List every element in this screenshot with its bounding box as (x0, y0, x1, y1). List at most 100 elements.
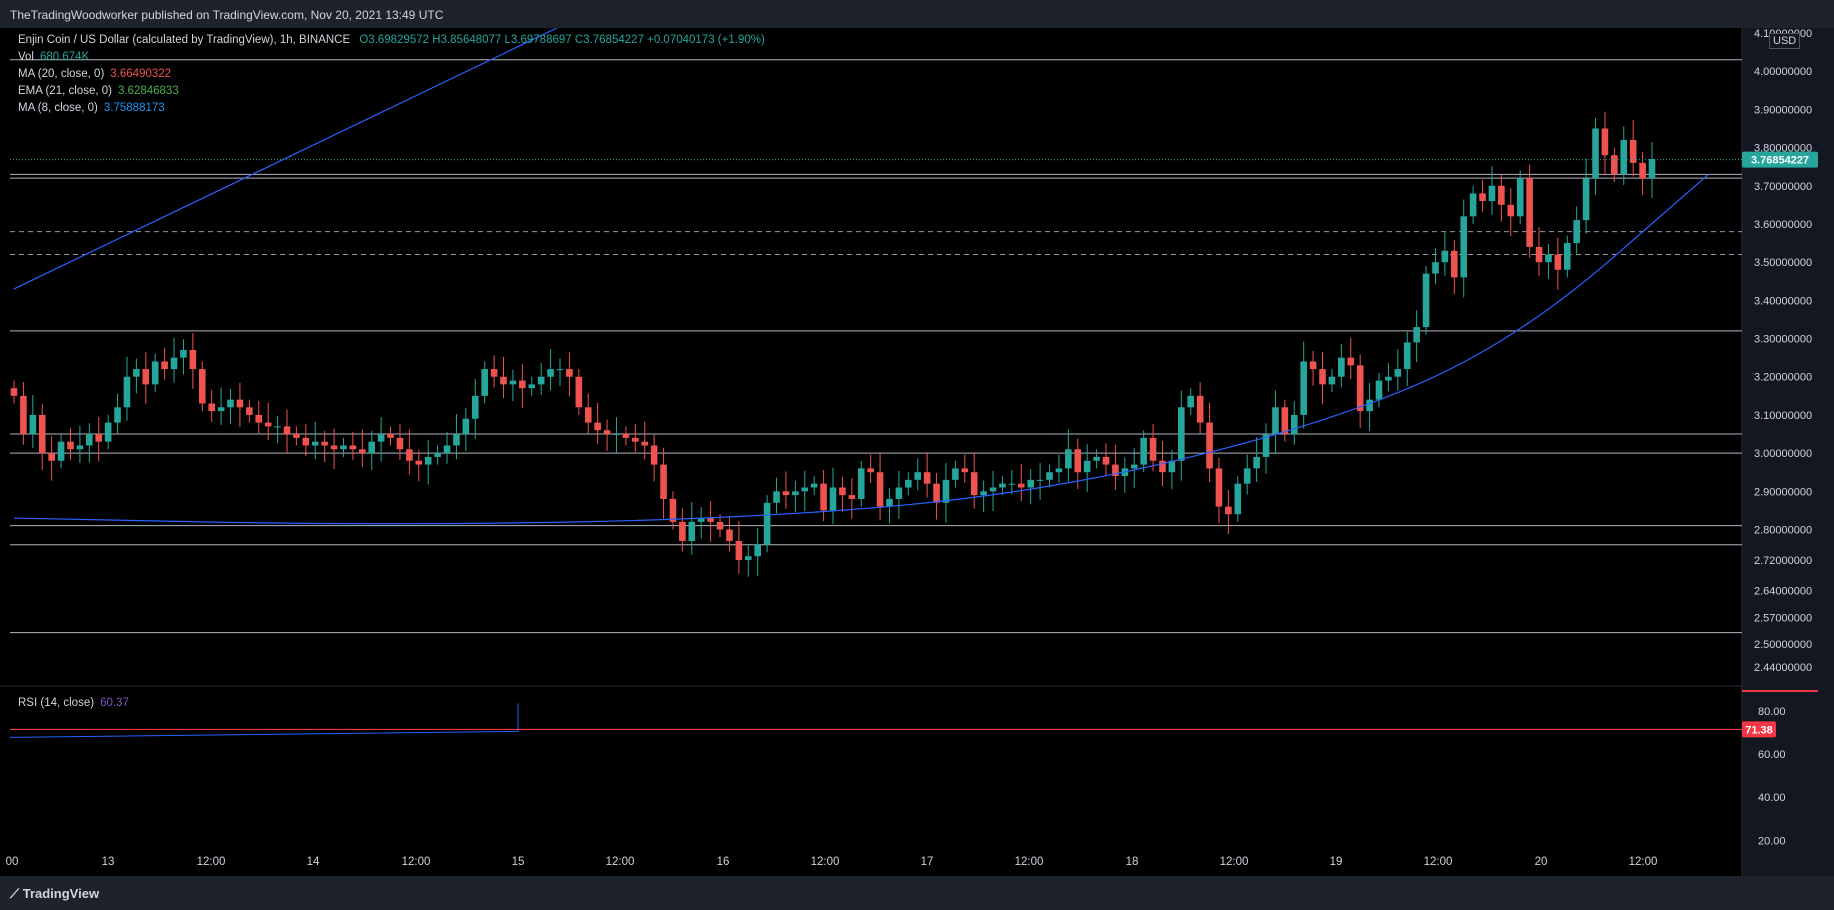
candle-body (923, 472, 931, 484)
candle-body (1168, 460, 1176, 473)
candle-body (67, 441, 74, 450)
candle-body (1225, 506, 1232, 515)
candle-body (867, 468, 874, 473)
price-axis-label: 2.57000000 (1754, 612, 1812, 624)
candle-body (773, 491, 780, 503)
candle-body (1187, 395, 1195, 408)
candle-body (462, 418, 470, 435)
candle-body (1366, 399, 1373, 412)
footer-bar: ⟋ TradingView (0, 876, 1834, 910)
candle-body (782, 491, 790, 496)
legend-ma20-label: MA (20, close, 0) (18, 68, 105, 80)
candle-body (613, 434, 620, 436)
candle-body (274, 426, 281, 428)
rsi-axis-label: 20.00 (1758, 835, 1786, 847)
candle-body (1582, 178, 1590, 221)
candle-body (349, 445, 357, 450)
legend-volume[interactable]: Vol 680.674K (18, 51, 89, 63)
candle-body (1620, 139, 1628, 175)
candle-body (330, 445, 338, 450)
candle-body (1432, 262, 1439, 274)
candle-body (961, 468, 969, 473)
candle-body (1234, 483, 1242, 515)
legend-ema21[interactable]: EMA (21, close, 0) 3.62846833 (18, 85, 179, 97)
candle-body (29, 414, 37, 435)
candle-body (453, 434, 460, 446)
time-axis-label: 12:00 (811, 856, 840, 868)
tradingview-logo-icon: ⟋ (10, 886, 23, 901)
candle-body (264, 422, 272, 427)
price-axis-label: 3.30000000 (1754, 334, 1812, 346)
currency-button[interactable]: USD (1769, 33, 1801, 49)
candle-body (848, 495, 856, 499)
candle-body (1215, 468, 1223, 507)
candle-body (377, 434, 385, 442)
last-price-label: 3.76854227 (1751, 155, 1809, 167)
candle-body (726, 529, 733, 541)
candle-body (886, 498, 893, 507)
candle-body (679, 521, 686, 541)
candle-body (1300, 361, 1307, 415)
legend-ema21-value: 3.62846833 (117, 85, 179, 97)
candle-body (481, 369, 488, 396)
candle-body (1488, 185, 1496, 202)
candle-body (895, 487, 903, 499)
candle-body (217, 407, 225, 412)
price-axis-label: 3.00000000 (1754, 448, 1812, 460)
candle-body (1008, 483, 1016, 485)
candle-body (10, 388, 18, 396)
time-axis-label: 20 (1535, 856, 1548, 868)
candle-body (443, 445, 451, 454)
rsi-axis-label: 60.00 (1758, 749, 1786, 761)
candle-body (1093, 456, 1100, 461)
candle-body (1507, 204, 1515, 217)
candle-body (189, 350, 197, 370)
candle-body (1535, 246, 1543, 263)
candle-body (999, 483, 1006, 488)
candle-body (537, 376, 545, 385)
candle-body (688, 521, 696, 541)
rsi-value-tag (1742, 721, 1776, 738)
candle-body (1319, 369, 1326, 385)
candle-body (519, 380, 526, 389)
candle-body (792, 491, 799, 496)
legend-ma20[interactable]: MA (20, close, 0) 3.66490322 (18, 68, 171, 80)
candle-body (1309, 361, 1317, 370)
legend-ema21-label: EMA (21, close, 0) (18, 85, 112, 97)
legend-symbol-row: Enjin Coin / US Dollar (calculated by Tr… (18, 34, 765, 46)
candle-body (500, 376, 507, 385)
candle-body (1102, 456, 1110, 465)
candle-body (1074, 449, 1082, 473)
candle-body (556, 369, 564, 371)
plot-background (0, 28, 1742, 876)
price-axis-label: 3.50000000 (1754, 257, 1812, 269)
candle-body (810, 483, 818, 488)
rsi-value-label: 71.38 (1745, 724, 1773, 736)
candle-body (707, 518, 714, 522)
candle-body (236, 399, 244, 408)
candle-body (1328, 376, 1336, 385)
candle-body (104, 422, 112, 442)
candle-body (142, 369, 150, 385)
candle-body (434, 453, 441, 457)
candle-body (1065, 449, 1072, 469)
candle-body (697, 518, 705, 522)
candle-body (1516, 178, 1524, 217)
candle-body (509, 380, 517, 385)
publisher-bar: TheTradingWoodworker published on Tradin… (0, 0, 1834, 28)
candle-body (1178, 407, 1185, 461)
candle-body (1055, 468, 1063, 473)
candle-body (1112, 464, 1119, 477)
tradingview-logo[interactable]: ⟋ TradingView (10, 886, 99, 902)
candle-body (283, 426, 291, 435)
candle-body (1629, 139, 1637, 163)
legend-ma8[interactable]: MA (8, close, 0) 3.75888173 (18, 102, 165, 114)
candle-body (970, 472, 978, 496)
candle-body (1281, 407, 1289, 435)
candle-body (914, 472, 922, 480)
candle-body (227, 399, 234, 408)
price-axis-label: 3.10000000 (1754, 410, 1812, 422)
legend-rsi[interactable]: RSI (14, close) 60.37 (18, 697, 129, 709)
candle-body (133, 369, 140, 377)
